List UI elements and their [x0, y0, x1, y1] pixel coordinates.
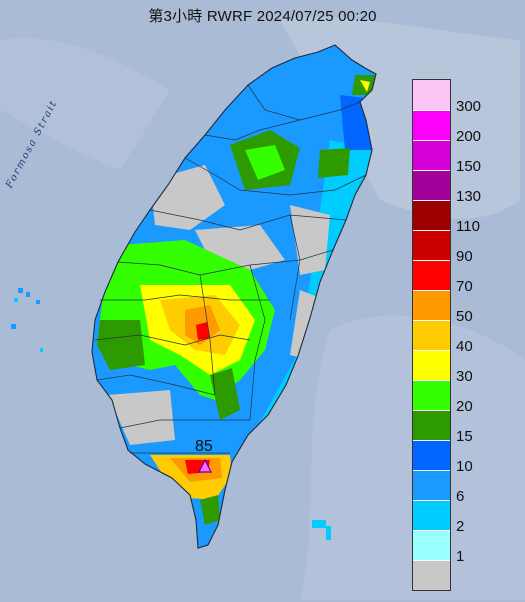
legend-label: 15	[456, 428, 473, 445]
legend-swatch	[413, 410, 450, 440]
legend-swatch	[413, 110, 450, 140]
legend-swatch	[413, 260, 450, 290]
legend-label: 70	[456, 278, 473, 295]
legend-swatch	[413, 380, 450, 410]
taiwan-coastline	[91, 44, 377, 549]
legend-swatch	[413, 80, 450, 110]
legend-swatch	[413, 560, 450, 590]
legend-swatch	[413, 200, 450, 230]
legend-label: 50	[456, 308, 473, 325]
legend-label: 20	[456, 398, 473, 415]
sea-cloud-texture	[0, 38, 170, 170]
legend-swatch	[413, 440, 450, 470]
legend-label: 30	[456, 368, 473, 385]
legend-label: 6	[456, 488, 465, 505]
legend-label: 2	[456, 518, 465, 535]
legend-swatch	[413, 500, 450, 530]
legend-label: 40	[456, 338, 473, 355]
legend-swatch	[413, 320, 450, 350]
legend-swatch	[413, 470, 450, 500]
legend-label: 300	[456, 98, 482, 115]
color-legend	[412, 79, 451, 591]
county-borders	[94, 84, 367, 454]
legend-label: 110	[456, 218, 480, 235]
legend-label: 90	[456, 248, 473, 265]
legend-label: 10	[456, 458, 473, 475]
legend-label	[456, 572, 511, 602]
map-title: 第3小時 RWRF 2024/07/25 00:20	[148, 8, 377, 25]
legend-label: 150	[456, 158, 482, 175]
legend-label: 1	[456, 548, 465, 565]
legend-swatch	[413, 170, 450, 200]
legend-swatch	[413, 290, 450, 320]
max-value-label: 85	[195, 438, 213, 455]
legend-labels: 300 200 150 130 110 90 70 50 40 30 20 15 10 6 2 1	[456, 79, 511, 589]
legend-label: 200	[456, 128, 482, 145]
max-value-triangle	[198, 458, 212, 473]
legend-swatch	[413, 350, 450, 380]
coastal-rain-specks	[11, 288, 331, 540]
legend-label: 130	[456, 188, 482, 205]
legend-swatch	[413, 530, 450, 560]
legend-swatch	[413, 140, 450, 170]
legend-swatch	[413, 230, 450, 260]
